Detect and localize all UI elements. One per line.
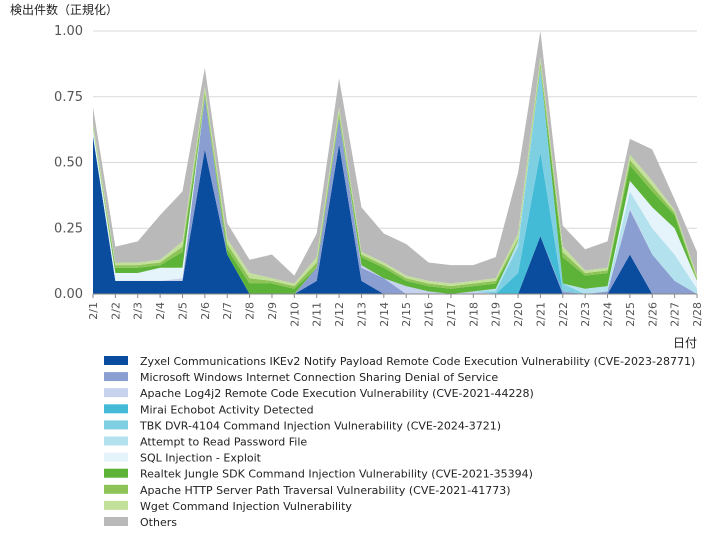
legend-label-5: Attempt to Read Password File bbox=[140, 436, 307, 449]
x-tick-label: 2/16 bbox=[423, 302, 436, 327]
area-series-group bbox=[93, 31, 697, 294]
x-tick-label: 2/3 bbox=[132, 302, 145, 320]
x-tick-label: 2/23 bbox=[579, 302, 592, 327]
legend-swatch-8 bbox=[104, 484, 128, 494]
legend-label-8: Apache HTTP Server Path Traversal Vulner… bbox=[140, 484, 511, 497]
x-tick-label: 2/10 bbox=[288, 302, 301, 327]
area-series-6 bbox=[93, 67, 697, 294]
x-tick-label: 2/7 bbox=[221, 302, 234, 320]
y-tick-label: 0.75 bbox=[54, 90, 83, 105]
x-tick-label: 2/19 bbox=[490, 302, 503, 327]
legend-label-3: Mirai Echobot Activity Detected bbox=[140, 403, 314, 416]
legend-swatch-6 bbox=[104, 452, 128, 462]
y-tick-label: 0.00 bbox=[54, 287, 83, 302]
x-tick-label: 2/20 bbox=[512, 302, 525, 327]
x-tick-label: 2/26 bbox=[646, 302, 659, 327]
x-tick-label: 2/9 bbox=[266, 302, 279, 320]
x-tick-label: 2/4 bbox=[154, 302, 167, 320]
legend-label-0: Zyxel Communications IKEv2 Notify Payloa… bbox=[140, 355, 695, 368]
legend-swatch-9 bbox=[104, 500, 128, 510]
x-tick-label: 2/11 bbox=[311, 302, 324, 327]
legend-swatch-10 bbox=[104, 517, 128, 526]
x-tick-label: 2/21 bbox=[534, 302, 547, 327]
x-tick-label: 2/2 bbox=[109, 302, 122, 320]
y-tick-label: 0.50 bbox=[54, 156, 83, 171]
area-series-4 bbox=[93, 67, 697, 294]
y-tick-label: 0.25 bbox=[54, 221, 83, 236]
y-tick-label: 1.00 bbox=[54, 24, 83, 39]
x-tick-label: 2/27 bbox=[669, 302, 682, 327]
x-axis-title: 日付 bbox=[673, 336, 697, 350]
x-tick-label: 2/25 bbox=[624, 302, 637, 327]
legend-label-1: Microsoft Windows Internet Connection Sh… bbox=[140, 371, 498, 384]
x-tick-label: 2/8 bbox=[244, 302, 257, 320]
x-tick-label: 2/18 bbox=[467, 302, 480, 327]
y-ticks: 0.00 0.25 0.50 0.75 1.00 bbox=[54, 24, 83, 302]
x-tick-label: 2/24 bbox=[602, 302, 615, 327]
x-tick-label: 2/15 bbox=[400, 302, 413, 327]
legend-label-10: Others bbox=[140, 516, 177, 529]
legend-swatch-7 bbox=[104, 468, 128, 478]
x-tick-label: 2/14 bbox=[378, 302, 391, 327]
x-tick-label: 2/13 bbox=[355, 302, 368, 327]
area-series-3 bbox=[93, 96, 697, 294]
legend-label-6: SQL Injection - Exploit bbox=[140, 452, 262, 465]
x-tick-label: 2/28 bbox=[691, 302, 704, 327]
legend-swatch-3 bbox=[104, 404, 128, 414]
legend: Zyxel Communications IKEv2 Notify Payloa… bbox=[104, 355, 695, 529]
legend-swatch-0 bbox=[104, 356, 128, 365]
x-tick-label: 2/22 bbox=[557, 302, 570, 327]
x-tick-label: 2/17 bbox=[445, 302, 458, 327]
x-tick-label: 2/12 bbox=[333, 302, 346, 327]
x-ticks: 2/1 2/2 2/3 2/4 2/5 2/6 2/7 2/8 2/9 2/10 2/11 2/12 2… bbox=[87, 294, 704, 327]
legend-swatch-2 bbox=[104, 388, 128, 398]
y-axis-title: 検出件数（正規化） bbox=[10, 2, 118, 17]
legend-swatch-4 bbox=[104, 420, 128, 430]
x-tick-label: 2/1 bbox=[87, 302, 100, 320]
x-tick-label: 2/5 bbox=[176, 302, 189, 320]
legend-label-4: TBK DVR-4104 Command Injection Vulnerabi… bbox=[139, 419, 501, 432]
x-tick-label: 2/6 bbox=[199, 302, 212, 320]
legend-swatch-5 bbox=[104, 436, 128, 446]
legend-label-7: Realtek Jungle SDK Command Injection Vul… bbox=[140, 468, 533, 481]
area-series-10 bbox=[93, 31, 697, 284]
legend-label-2: Apache Log4j2 Remote Code Execution Vuln… bbox=[140, 387, 534, 400]
legend-swatch-1 bbox=[104, 372, 128, 382]
legend-label-9: Wget Command Injection Vulnerability bbox=[140, 500, 352, 513]
area-series-0 bbox=[93, 136, 697, 294]
